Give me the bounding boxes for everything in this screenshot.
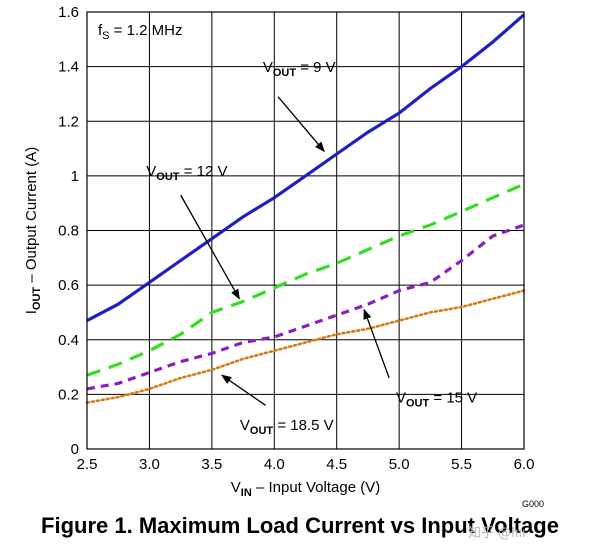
fs-rest: = 1.2 MHz (110, 22, 183, 39)
x-tick-label: 3.5 (201, 456, 222, 473)
y-axis-title: IOUT – Output Current (A) (23, 147, 43, 314)
x-tick-label: 2.5 (77, 456, 98, 473)
figure-caption: Figure 1. Maximum Load Current vs Input … (41, 513, 559, 538)
tick-labels: 2.5 3.0 3.5 4.0 4.5 5.0 5.5 6.0 0 0.2 0.4 0.6 0.8 1 1.… (58, 4, 534, 473)
x-tick-label: 5.0 (389, 456, 410, 473)
grid (86, 11, 525, 450)
figure-code: G000 (522, 499, 544, 509)
y-tick-label: 0.8 (58, 223, 79, 240)
series-label-sub: OUT (273, 67, 297, 79)
series-label-rest: = 9 V (296, 59, 336, 76)
watermark: 知乎 @łııı (468, 526, 526, 541)
series-label-rest: = 15 V (429, 390, 477, 407)
y-tick-label: 1.2 (58, 113, 79, 130)
series-label-main: V (240, 417, 250, 434)
y-tick-label: 0.6 (58, 277, 79, 294)
series-label-main: V (263, 59, 273, 76)
fs-sub: S (102, 30, 109, 42)
series-label-3: VOUT = 18.5 V (240, 417, 334, 437)
annotation-arrow-3 (220, 374, 266, 406)
series-label-sub: OUT (406, 398, 430, 410)
xlabel-main: V (231, 479, 241, 496)
annotation-arrow-0 (277, 96, 325, 153)
fs-main: f (98, 22, 103, 39)
series-line-2 (86, 223, 525, 391)
ylabel-sub: OUT (31, 287, 43, 311)
x-tick-label: 5.5 (451, 456, 472, 473)
x-axis-title: VIN – Input Voltage (V) (231, 479, 380, 499)
plot-frame (86, 11, 525, 450)
x-tick-label: 4.0 (264, 456, 285, 473)
x-tick-label: 6.0 (514, 456, 535, 473)
series-lines (85, 13, 526, 404)
series-label-main: V (396, 390, 406, 407)
series-label-rest: = 18.5 V (273, 417, 333, 434)
series-line-3 (85, 289, 526, 404)
x-tick-label: 3.0 (139, 456, 160, 473)
series-line-1 (86, 182, 525, 377)
series-label-1: VOUT = 12 V (146, 163, 227, 183)
y-tick-label: 0 (71, 441, 79, 458)
y-tick-label: 0.4 (58, 332, 79, 349)
series-label-main: V (146, 163, 156, 180)
xlabel-sub: IN (241, 487, 252, 499)
annotation-arrow-1 (180, 194, 240, 300)
series-label-0: VOUT = 9 V (263, 59, 336, 79)
y-tick-label: 1.4 (58, 59, 79, 76)
series-label-sub: OUT (156, 171, 180, 183)
series-label-sub: OUT (250, 425, 274, 437)
series-label-2: VOUT = 15 V (396, 390, 477, 410)
y-tick-label: 1 (71, 168, 79, 185)
annotation-arrow-2 (363, 308, 390, 379)
ylabel-rest: – Output Current (A) (23, 147, 40, 287)
xlabel-rest: – Input Voltage (V) (252, 479, 380, 496)
series-label-rest: = 12 V (180, 163, 228, 180)
ylabel-main: I (23, 310, 40, 314)
x-tick-label: 4.5 (326, 456, 347, 473)
series-line-0 (86, 13, 526, 323)
y-tick-label: 1.6 (58, 4, 79, 21)
switching-frequency-label: fS = 1.2 MHz (98, 22, 182, 42)
y-tick-label: 0.2 (58, 386, 79, 403)
